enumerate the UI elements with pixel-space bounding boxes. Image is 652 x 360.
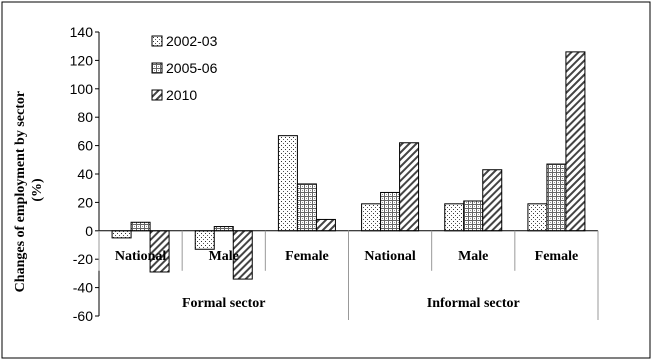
y-tick-label: 0: [85, 223, 93, 239]
y-tick-label: 100: [70, 81, 94, 97]
category-label: National: [115, 249, 166, 264]
y-axis-title-line-2: (%): [30, 178, 45, 202]
bar-2002-03-0: [111, 230, 132, 239]
y-tick-label: 140: [70, 24, 94, 40]
bar-2005-06-0: [130, 221, 151, 232]
bar-2010-2: [315, 218, 336, 232]
bar-2010-5: [565, 51, 586, 232]
y-axis-title: Changes of employment by sector (%): [13, 88, 45, 293]
bar-2002-03-1: [194, 230, 215, 250]
category-label: Male: [209, 249, 239, 264]
legend-label-2002-03: 2002-03: [166, 33, 218, 49]
bar-2002-03-5: [527, 203, 548, 232]
group-label: Informal sector: [427, 296, 520, 311]
legend-swatch-2010: [151, 89, 163, 101]
bar-2005-06-5: [546, 163, 567, 232]
category-label: Female: [285, 249, 329, 264]
legend-swatch-2005-06: [151, 62, 163, 74]
category-label: Male: [458, 249, 488, 264]
bar-2010-4: [482, 169, 503, 232]
legend-swatch-2002-03: [151, 35, 163, 47]
bar-2002-03-3: [361, 203, 382, 232]
y-tick-label: 40: [77, 166, 93, 182]
legend-label-2005-06: 2005-06: [166, 60, 218, 76]
y-tick-label: 20: [77, 194, 93, 210]
bar-2010-3: [399, 142, 420, 232]
y-axis-title-line-1: Changes of employment by sector: [13, 91, 28, 292]
y-tick-label: 60: [77, 138, 93, 154]
bar-2002-03-4: [444, 203, 465, 232]
legend-label-2010: 2010: [166, 87, 197, 103]
bar-2005-06-2: [296, 183, 317, 232]
category-label: Female: [535, 249, 579, 264]
y-tick-label: -60: [73, 308, 93, 324]
legend: 2002-03 2005-06 2010: [151, 33, 218, 103]
y-axis: -60 -40 -20 0 20 40 60 80 100 120 140: [70, 24, 599, 324]
y-tick-label: -20: [73, 251, 93, 267]
category-label: National: [364, 249, 415, 264]
bar-2005-06-1: [213, 226, 234, 232]
y-tick-label: 80: [77, 109, 93, 125]
bar-2005-06-4: [463, 200, 484, 232]
category-labels: National Male Female National Male Female Form…: [115, 249, 578, 311]
bar-2005-06-3: [380, 191, 401, 232]
bar-2002-03-2: [277, 135, 298, 232]
y-tick-label: 120: [70, 52, 94, 68]
group-label: Formal sector: [182, 296, 266, 311]
y-tick-label: -40: [73, 280, 93, 296]
